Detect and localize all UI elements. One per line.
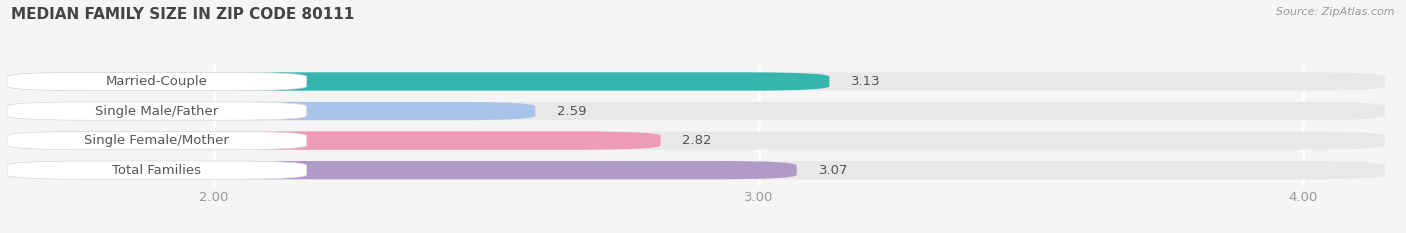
Text: MEDIAN FAMILY SIZE IN ZIP CODE 80111: MEDIAN FAMILY SIZE IN ZIP CODE 80111	[11, 7, 354, 22]
Text: Total Families: Total Families	[112, 164, 201, 177]
Text: Married-Couple: Married-Couple	[105, 75, 208, 88]
Text: Single Female/Mother: Single Female/Mother	[84, 134, 229, 147]
FancyBboxPatch shape	[7, 161, 307, 179]
FancyBboxPatch shape	[7, 131, 307, 150]
FancyBboxPatch shape	[7, 131, 1385, 150]
FancyBboxPatch shape	[7, 161, 1385, 179]
Text: Source: ZipAtlas.com: Source: ZipAtlas.com	[1277, 7, 1395, 17]
FancyBboxPatch shape	[7, 72, 830, 91]
Text: 2.82: 2.82	[682, 134, 711, 147]
Text: 3.07: 3.07	[818, 164, 848, 177]
FancyBboxPatch shape	[7, 72, 1385, 91]
Text: Single Male/Father: Single Male/Father	[96, 105, 218, 117]
FancyBboxPatch shape	[7, 102, 307, 120]
FancyBboxPatch shape	[7, 102, 536, 120]
Text: 3.13: 3.13	[851, 75, 880, 88]
FancyBboxPatch shape	[7, 161, 797, 179]
FancyBboxPatch shape	[7, 131, 661, 150]
Text: 2.59: 2.59	[557, 105, 586, 117]
FancyBboxPatch shape	[7, 102, 1385, 120]
FancyBboxPatch shape	[7, 72, 307, 91]
